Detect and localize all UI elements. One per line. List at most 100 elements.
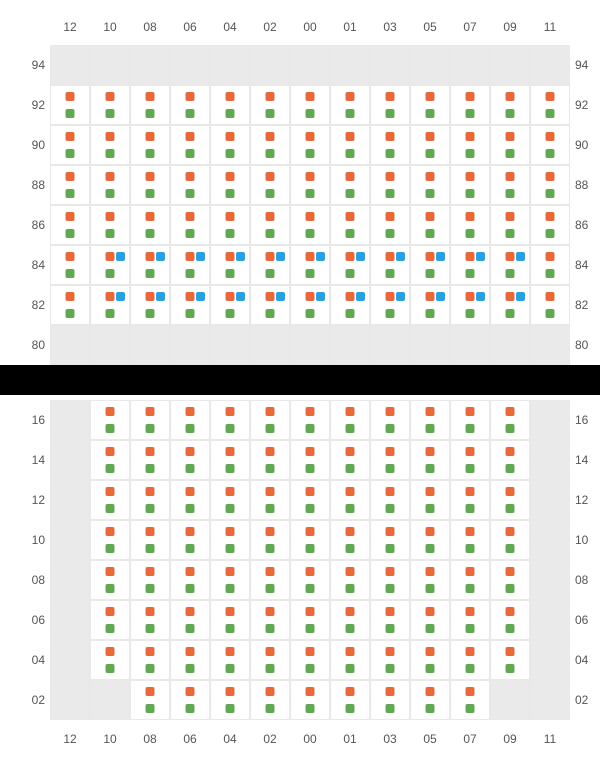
bay-cell[interactable]	[530, 680, 570, 720]
bay-cell[interactable]	[90, 245, 130, 285]
bay-cell[interactable]	[330, 165, 370, 205]
bay-cell[interactable]	[450, 400, 490, 440]
bay-cell[interactable]	[210, 245, 250, 285]
bay-cell[interactable]	[530, 285, 570, 325]
bay-cell[interactable]	[490, 520, 530, 560]
bay-cell[interactable]	[490, 400, 530, 440]
bay-cell[interactable]	[90, 285, 130, 325]
bay-cell[interactable]	[170, 325, 210, 365]
bay-cell[interactable]	[370, 325, 410, 365]
bay-cell[interactable]	[290, 125, 330, 165]
bay-cell[interactable]	[450, 480, 490, 520]
bay-cell[interactable]	[50, 85, 90, 125]
bay-cell[interactable]	[170, 480, 210, 520]
bay-cell[interactable]	[290, 520, 330, 560]
bay-cell[interactable]	[410, 205, 450, 245]
bay-cell[interactable]	[370, 560, 410, 600]
bay-cell[interactable]	[250, 520, 290, 560]
bay-cell[interactable]	[250, 480, 290, 520]
bay-cell[interactable]	[370, 440, 410, 480]
bay-cell[interactable]	[330, 205, 370, 245]
bay-cell[interactable]	[450, 680, 490, 720]
bay-cell[interactable]	[330, 560, 370, 600]
bay-cell[interactable]	[450, 640, 490, 680]
bay-cell[interactable]	[170, 640, 210, 680]
bay-cell[interactable]	[290, 600, 330, 640]
bay-cell[interactable]	[370, 205, 410, 245]
bay-cell[interactable]	[530, 205, 570, 245]
bay-cell[interactable]	[250, 640, 290, 680]
bay-cell[interactable]	[490, 680, 530, 720]
bay-cell[interactable]	[450, 205, 490, 245]
bay-cell[interactable]	[90, 560, 130, 600]
bay-cell[interactable]	[530, 245, 570, 285]
bay-cell[interactable]	[530, 600, 570, 640]
bay-cell[interactable]	[410, 440, 450, 480]
bay-cell[interactable]	[90, 205, 130, 245]
bay-cell[interactable]	[450, 560, 490, 600]
bay-cell[interactable]	[530, 85, 570, 125]
bay-cell[interactable]	[490, 245, 530, 285]
bay-cell[interactable]	[210, 325, 250, 365]
bay-cell[interactable]	[410, 125, 450, 165]
bay-cell[interactable]	[530, 125, 570, 165]
bay-cell[interactable]	[290, 640, 330, 680]
bay-cell[interactable]	[90, 640, 130, 680]
bay-cell[interactable]	[130, 125, 170, 165]
bay-cell[interactable]	[90, 600, 130, 640]
bay-cell[interactable]	[410, 400, 450, 440]
bay-cell[interactable]	[210, 400, 250, 440]
bay-cell[interactable]	[90, 325, 130, 365]
bay-cell[interactable]	[50, 640, 90, 680]
bay-cell[interactable]	[370, 125, 410, 165]
bay-cell[interactable]	[530, 560, 570, 600]
bay-cell[interactable]	[330, 520, 370, 560]
bay-cell[interactable]	[370, 245, 410, 285]
bay-cell[interactable]	[50, 560, 90, 600]
bay-cell[interactable]	[250, 165, 290, 205]
bay-cell[interactable]	[210, 440, 250, 480]
bay-cell[interactable]	[370, 400, 410, 440]
bay-cell[interactable]	[50, 205, 90, 245]
bay-cell[interactable]	[170, 45, 210, 85]
bay-cell[interactable]	[450, 600, 490, 640]
bay-cell[interactable]	[330, 400, 370, 440]
bay-cell[interactable]	[210, 520, 250, 560]
bay-cell[interactable]	[130, 285, 170, 325]
bay-cell[interactable]	[250, 125, 290, 165]
bay-cell[interactable]	[250, 400, 290, 440]
bay-cell[interactable]	[450, 245, 490, 285]
bay-cell[interactable]	[490, 125, 530, 165]
bay-cell[interactable]	[410, 560, 450, 600]
bay-cell[interactable]	[170, 205, 210, 245]
bay-cell[interactable]	[170, 85, 210, 125]
bay-cell[interactable]	[370, 520, 410, 560]
bay-cell[interactable]	[410, 520, 450, 560]
bay-cell[interactable]	[50, 325, 90, 365]
bay-cell[interactable]	[490, 480, 530, 520]
bay-cell[interactable]	[50, 45, 90, 85]
bay-cell[interactable]	[50, 165, 90, 205]
bay-cell[interactable]	[530, 165, 570, 205]
bay-cell[interactable]	[250, 245, 290, 285]
bay-cell[interactable]	[130, 325, 170, 365]
bay-cell[interactable]	[530, 640, 570, 680]
bay-cell[interactable]	[170, 245, 210, 285]
bay-cell[interactable]	[490, 45, 530, 85]
bay-cell[interactable]	[370, 285, 410, 325]
bay-cell[interactable]	[90, 85, 130, 125]
bay-cell[interactable]	[250, 600, 290, 640]
bay-cell[interactable]	[450, 125, 490, 165]
bay-cell[interactable]	[290, 560, 330, 600]
bay-cell[interactable]	[50, 285, 90, 325]
bay-cell[interactable]	[130, 640, 170, 680]
bay-cell[interactable]	[490, 560, 530, 600]
bay-cell[interactable]	[250, 285, 290, 325]
bay-cell[interactable]	[170, 600, 210, 640]
bay-cell[interactable]	[370, 600, 410, 640]
bay-cell[interactable]	[250, 560, 290, 600]
bay-cell[interactable]	[250, 440, 290, 480]
bay-cell[interactable]	[210, 165, 250, 205]
bay-cell[interactable]	[530, 440, 570, 480]
bay-cell[interactable]	[90, 125, 130, 165]
